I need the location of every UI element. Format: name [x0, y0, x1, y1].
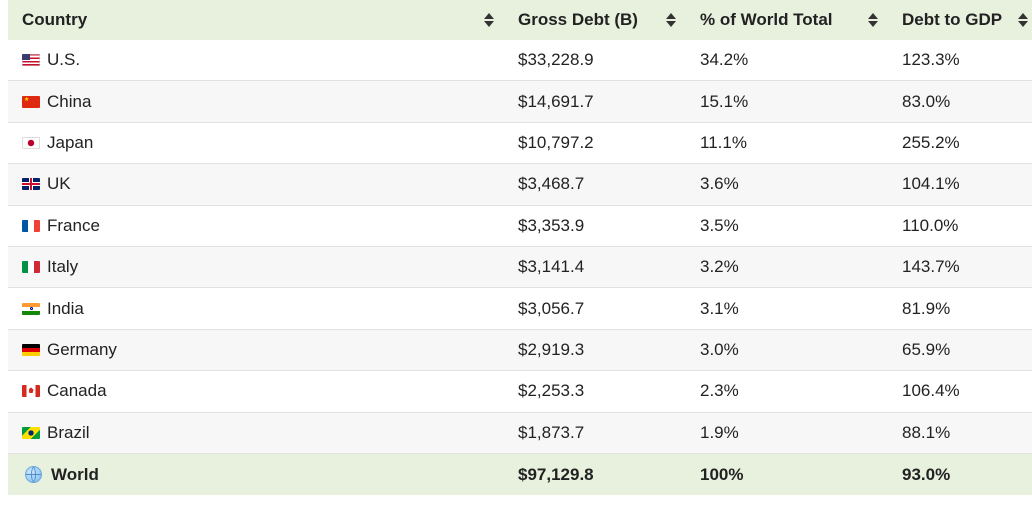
- india-flag-icon: [22, 302, 40, 315]
- country-name: France: [47, 215, 100, 235]
- table-row: U.S. $33,228.9 34.2% 123.3%: [8, 40, 1032, 82]
- country-name: Brazil: [47, 422, 90, 442]
- gross-debt-cell: $33,228.9: [518, 50, 594, 70]
- debt-gdp-cell: 106.4%: [902, 381, 960, 401]
- gross-debt-cell: $97,129.8: [518, 464, 594, 484]
- japan-flag-icon: [22, 136, 40, 149]
- pct-world-cell: 15.1%: [700, 91, 749, 111]
- us-flag-icon: [22, 54, 40, 67]
- pct-world-cell: 3.5%: [700, 215, 739, 235]
- country-name: India: [47, 298, 84, 318]
- france-flag-icon: [22, 219, 40, 232]
- gross-debt-cell: $2,919.3: [518, 339, 585, 359]
- pct-world-cell: 100%: [700, 464, 744, 484]
- pct-world-cell: 3.6%: [700, 174, 739, 194]
- country-name: Canada: [47, 381, 107, 401]
- debt-gdp-cell: 104.1%: [902, 174, 960, 194]
- gross-debt-cell: $1,873.7: [518, 422, 585, 442]
- uk-flag-icon: [22, 178, 40, 191]
- pct-world-cell: 3.0%: [700, 339, 739, 359]
- debt-gdp-cell: 88.1%: [902, 422, 951, 442]
- table-row: UK $3,468.7 3.6% 104.1%: [8, 164, 1032, 206]
- globe-icon: [25, 466, 42, 484]
- country-name: U.S.: [47, 50, 81, 70]
- country-name: Japan: [47, 132, 94, 152]
- table-row: India $3,056.7 3.1% 81.9%: [8, 288, 1032, 330]
- brazil-flag-icon: [22, 426, 40, 439]
- table-row: Japan $10,797.2 11.1% 255.2%: [8, 123, 1032, 165]
- debt-gdp-cell: 65.9%: [902, 339, 951, 359]
- debt-gdp-cell: 110.0%: [902, 215, 959, 235]
- sort-icon[interactable]: [666, 13, 676, 27]
- table-header: Country Gross Debt (B) % of World Total …: [8, 0, 1032, 40]
- italy-flag-icon: [22, 261, 40, 274]
- country-name: UK: [47, 174, 71, 194]
- debt-table: Country Gross Debt (B) % of World Total …: [8, 0, 1032, 496]
- table-row: Germany $2,919.3 3.0% 65.9%: [8, 329, 1032, 372]
- debt-gdp-cell: 255.2%: [902, 132, 960, 152]
- pct-world-cell: 1.9%: [700, 422, 739, 442]
- sort-icon[interactable]: [484, 13, 494, 27]
- debt-gdp-cell: 93.0%: [902, 464, 951, 484]
- sort-icon[interactable]: [868, 13, 878, 27]
- gross-debt-cell: $3,056.7: [518, 298, 585, 318]
- country-name: World: [51, 464, 99, 484]
- table-row: Canada $2,253.3 2.3% 106.4%: [8, 371, 1032, 413]
- gross-debt-cell: $10,797.2: [518, 132, 594, 152]
- table-row: Italy $3,141.4 3.2% 143.7%: [8, 246, 1032, 289]
- germany-flag-icon: [22, 343, 40, 356]
- pct-world-cell: 2.3%: [700, 381, 739, 401]
- canada-flag-icon: [22, 385, 40, 398]
- sort-icon[interactable]: [1018, 13, 1028, 27]
- column-header-gross-debt[interactable]: Gross Debt (B): [510, 0, 692, 40]
- table-row: France $3,353.9 3.5% 110.0%: [8, 206, 1032, 247]
- china-flag-icon: ★: [22, 95, 40, 108]
- column-header-debt-gdp[interactable]: Debt to GDP: [894, 0, 1032, 40]
- pct-world-cell: 11.1%: [700, 132, 747, 152]
- country-name: Italy: [47, 257, 79, 277]
- debt-gdp-cell: 143.7%: [902, 257, 960, 277]
- table-row: Brazil $1,873.7 1.9% 88.1%: [8, 412, 1032, 454]
- gross-debt-cell: $3,468.7: [518, 174, 585, 194]
- country-name: China: [47, 91, 92, 111]
- gross-debt-cell: $3,141.4: [518, 257, 585, 277]
- table-row-total: World $97,129.8 100% 93.0%: [8, 453, 1032, 496]
- column-header-pct-world[interactable]: % of World Total: [692, 0, 894, 40]
- gross-debt-cell: $2,253.3: [518, 381, 585, 401]
- table-row: ★ China $14,691.7 15.1% 83.0%: [8, 81, 1032, 123]
- pct-world-cell: 34.2%: [700, 50, 749, 70]
- gross-debt-cell: $3,353.9: [518, 215, 585, 235]
- country-name: Germany: [47, 339, 117, 359]
- column-header-country[interactable]: Country: [8, 0, 510, 40]
- debt-gdp-cell: 81.9%: [902, 298, 951, 318]
- debt-gdp-cell: 123.3%: [902, 50, 960, 70]
- pct-world-cell: 3.2%: [700, 257, 739, 277]
- debt-gdp-cell: 83.0%: [902, 91, 951, 111]
- gross-debt-cell: $14,691.7: [518, 91, 594, 111]
- pct-world-cell: 3.1%: [700, 298, 739, 318]
